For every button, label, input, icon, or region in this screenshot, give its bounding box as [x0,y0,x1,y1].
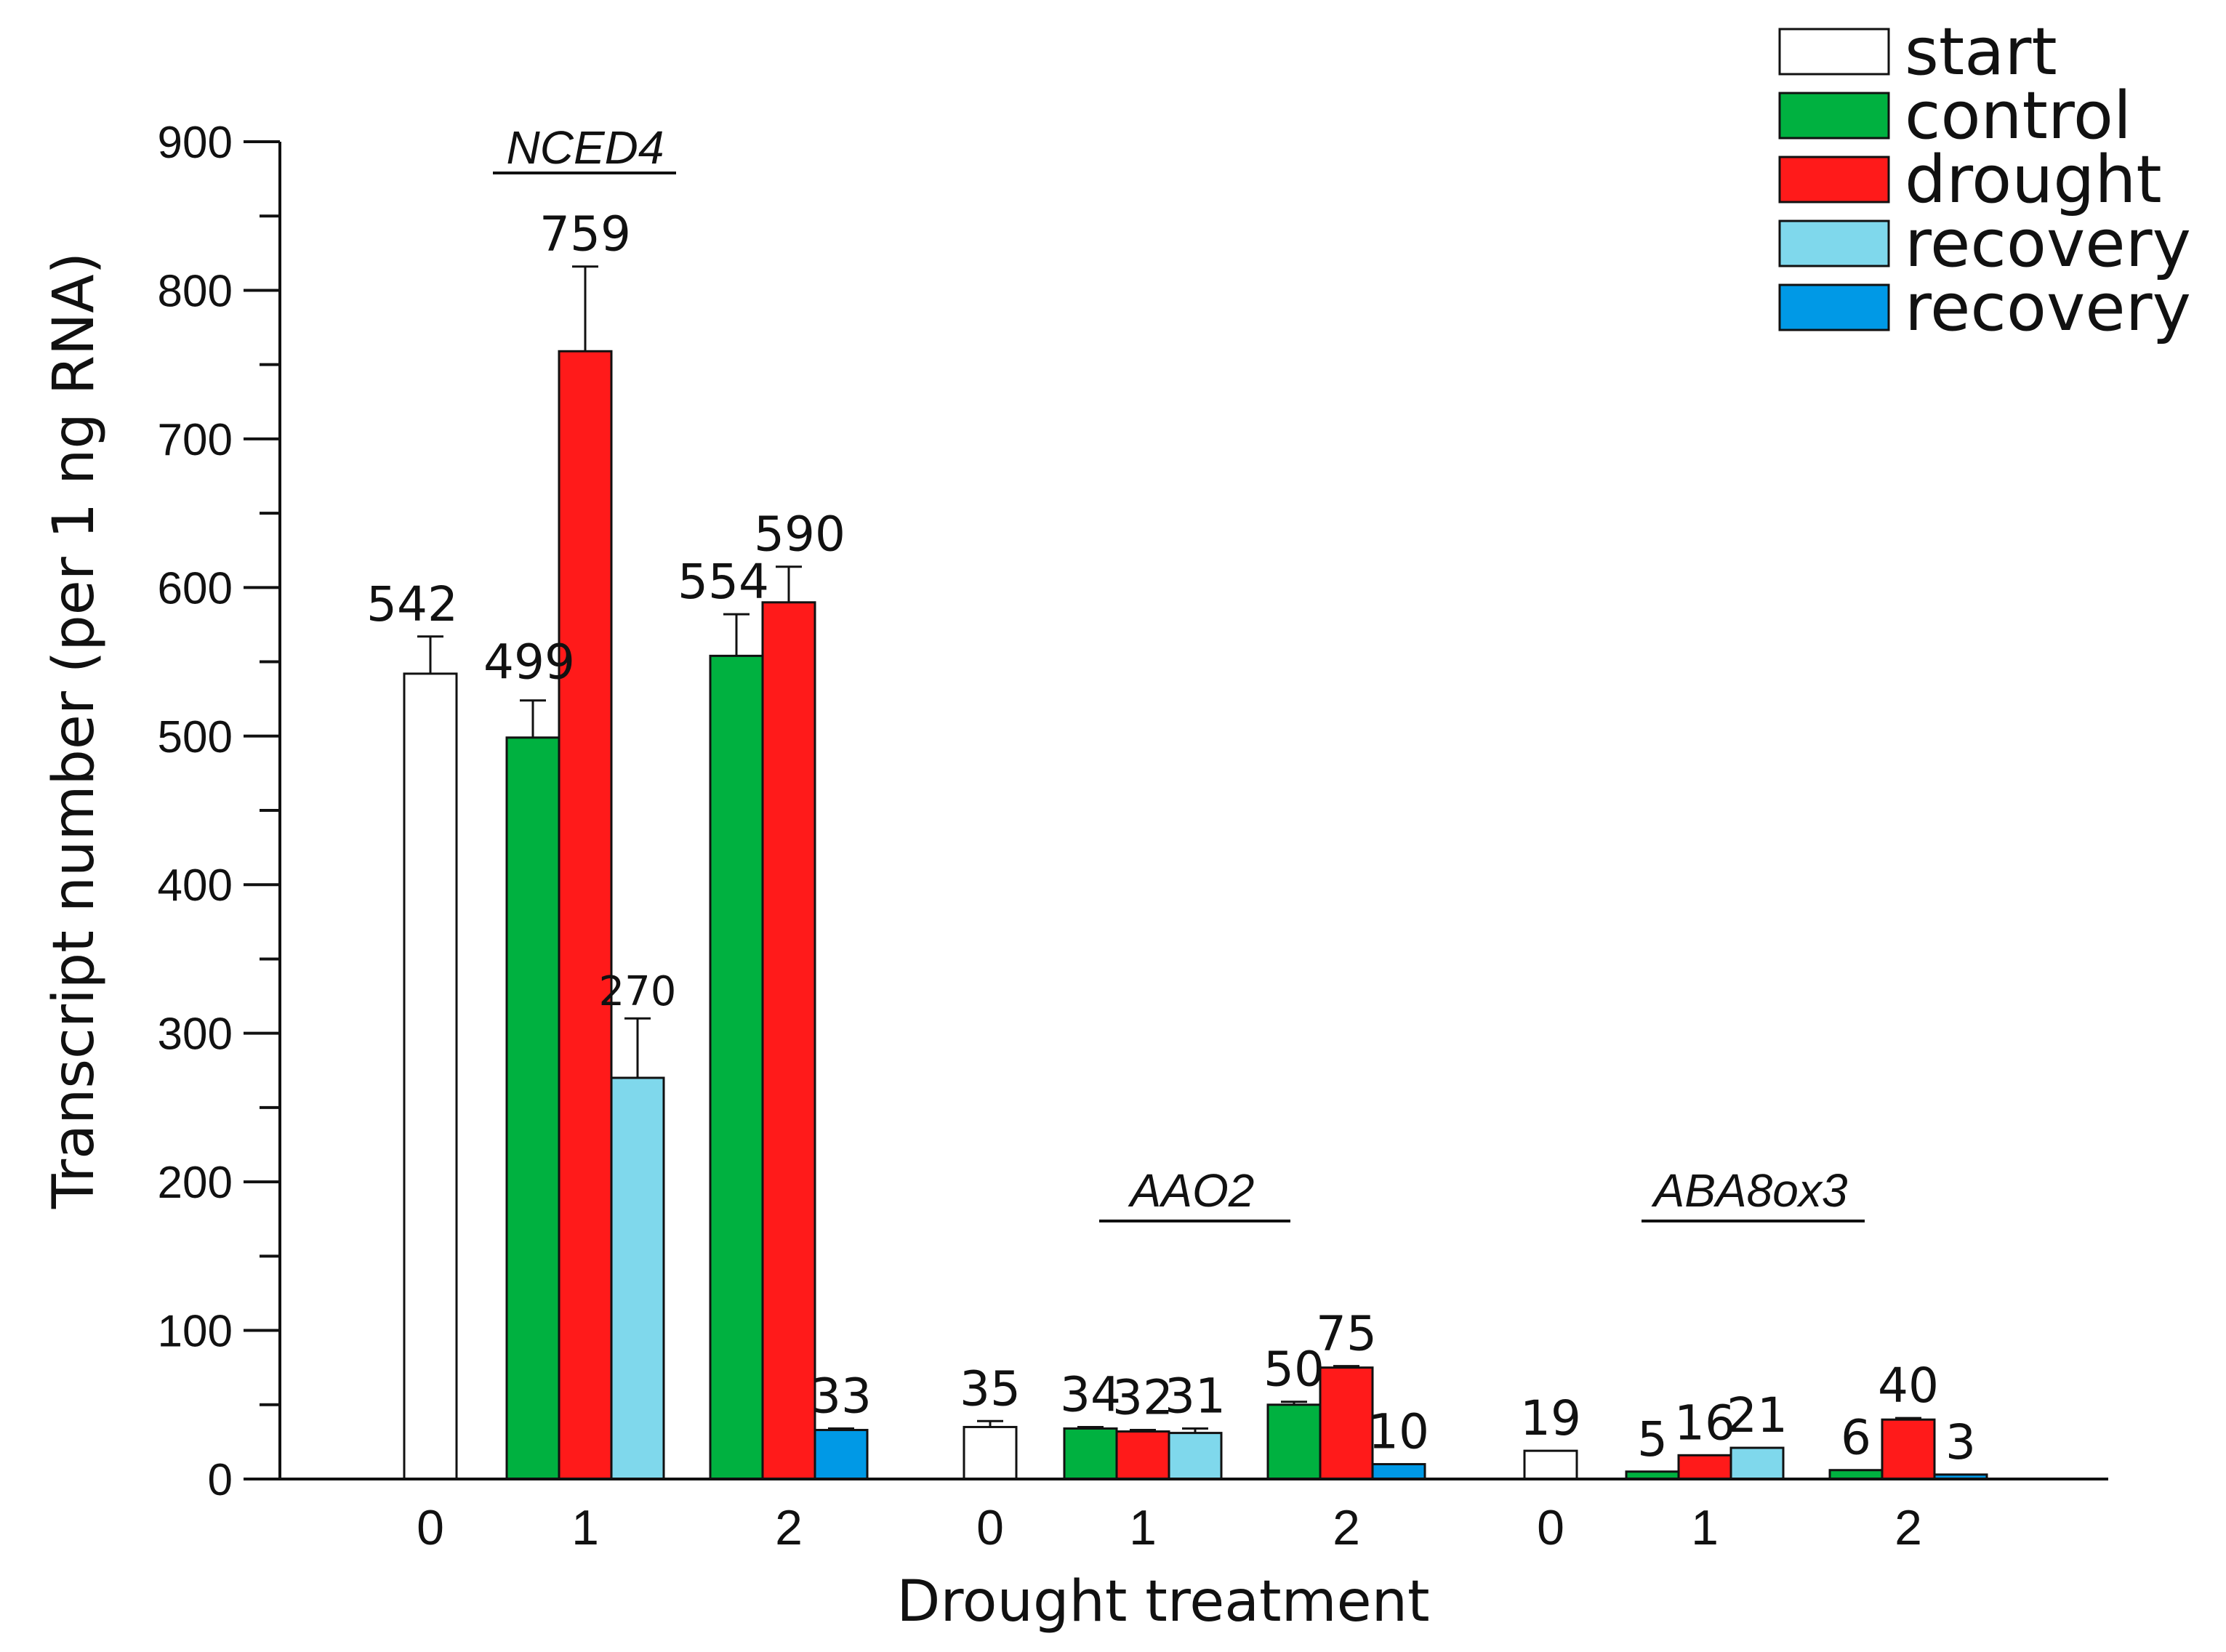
legend-swatch-start [1778,28,1890,76]
bar-nced4-day2-drought [761,601,816,1480]
gene-label-nced4: NCED4 [507,121,664,174]
bar-nced4-day2-recovery_blue [813,1429,869,1480]
bar-aba8ox3-day0-start [1523,1449,1578,1480]
bar-nced4-day1-control [505,736,560,1480]
bar-nced4-day0-start [403,672,458,1480]
data-label: 3 [1945,1414,1976,1470]
data-label: 554 [678,554,769,610]
y-tick-label: 100 [158,1307,233,1357]
bar-nced4-day1-drought [558,350,613,1480]
bar-aao2-day1-control [1063,1427,1118,1480]
data-label: 6 [1841,1410,1871,1466]
data-label: 32 [1112,1370,1173,1426]
bar-aao2-day2-control [1266,1403,1322,1480]
data-label: 590 [754,507,845,563]
legend-swatch-control [1778,92,1890,140]
legend-label-recovery_blue: recovery [1905,270,2191,346]
y-tick-label: 300 [158,1010,233,1060]
x-tick-label: 0 [1537,1500,1564,1555]
data-label: 270 [599,968,677,1015]
error-bars [417,265,1921,1433]
gene-label-aba8ox3: ABA8ox3 [1651,1164,1848,1217]
x-axis: 0 1 2 0 1 2 0 1 2 [280,1478,2108,1555]
data-label: 5 [1637,1411,1668,1467]
bars [403,350,1988,1480]
data-label: 40 [1878,1358,1939,1414]
x-tick-label: 1 [571,1500,599,1555]
data-label: 31 [1165,1368,1226,1424]
x-tick-label: 1 [1129,1500,1157,1555]
data-label: 21 [1727,1387,1788,1443]
bar-aba8ox3-day1-recovery_light [1729,1446,1785,1480]
data-label: 34 [1060,1366,1121,1422]
bar-aba8ox3-day2-drought [1881,1418,1936,1480]
data-label: 33 [811,1368,872,1424]
bar-aao2-day1-recovery_light [1168,1432,1223,1480]
data-label: 16 [1674,1395,1735,1451]
y-axis-title: Transcript number (per 1 ng RNA) [41,252,107,1209]
data-label: 35 [960,1361,1021,1417]
data-label: 19 [1520,1390,1581,1446]
y-tick-label: 0 [208,1455,233,1505]
y-tick-label: 500 [158,712,233,762]
legend-label-recovery_light: recovery [1905,206,2191,282]
bar-aao2-day2-recovery_blue [1371,1463,1426,1480]
x-tick-label: 2 [1333,1500,1360,1555]
data-label: 759 [539,206,631,262]
data-label: 542 [366,576,458,632]
y-tick-label: 800 [158,266,233,316]
y-tick-label: 400 [158,861,233,911]
data-label: 75 [1316,1306,1377,1362]
legend-swatch-recovery_blue [1778,283,1890,331]
gene-labels: NCED4 AAO2 ABA8ox3 [493,121,1865,1222]
bar-aao2-day0-start [963,1425,1018,1480]
data-label: 50 [1263,1342,1325,1398]
bar-aao2-day1-drought [1115,1430,1170,1480]
y-tick-label: 600 [158,563,233,613]
gene-label-aao2: AAO2 [1128,1164,1255,1217]
x-axis-title: Drought treatment [896,1569,1429,1635]
x-tick-label: 2 [1894,1500,1922,1555]
legend-swatch-drought [1778,156,1890,204]
x-tick-label: 1 [1691,1500,1719,1555]
y-tick-label: 700 [158,415,233,465]
legend-label-control: control [1905,78,2131,154]
legend-label-start: start [1905,14,2057,90]
y-tick-label: 200 [158,1158,233,1208]
bar-nced4-day2-control [709,654,764,1480]
data-label: 10 [1368,1404,1429,1460]
x-tick-label: 0 [417,1500,444,1555]
bar-nced4-day1-recovery_light [610,1076,665,1480]
bar-aba8ox3-day1-drought [1677,1454,1732,1480]
bar-aao2-day2-drought [1319,1366,1374,1480]
legend-swatch-recovery_light [1778,219,1890,267]
y-axis: 0 100 200 300 400 500 600 700 800 900 [158,118,281,1505]
x-tick-label: 0 [976,1500,1004,1555]
data-label: 499 [483,634,575,690]
y-tick-label: 900 [158,118,233,168]
legend-label-drought: drought [1905,142,2162,218]
x-tick-label: 2 [775,1500,803,1555]
